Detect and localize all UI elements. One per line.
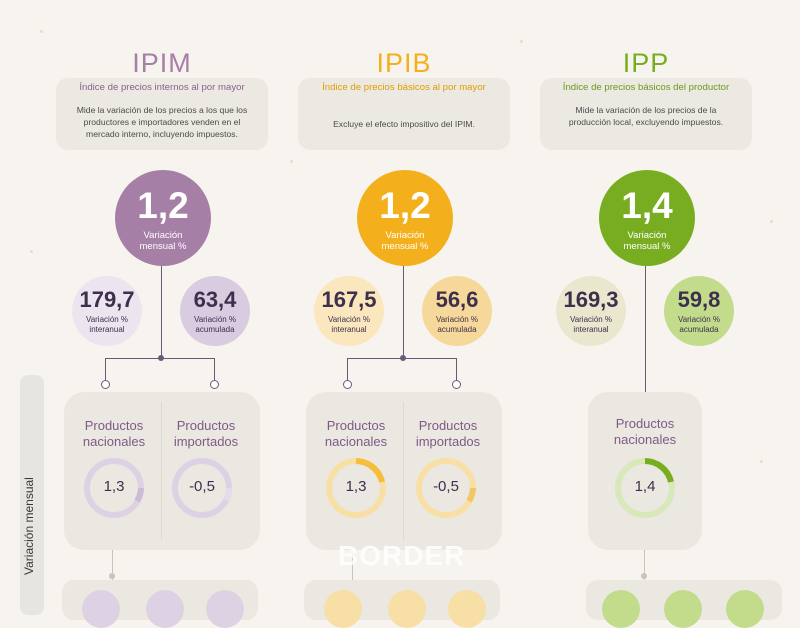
ipib-acumulada-label: Variación % acumulada [435,315,479,334]
background-speck [760,460,763,463]
ipib-interanual-value: 167,5 [321,287,377,312]
ipp-interanual-circle: 169,3 Variación % interanual [556,276,626,346]
ipp-description: Mide la variación de los precios de la p… [568,105,724,127]
ipp-bottom-circle [726,590,764,628]
ipim-connector-right [214,358,215,382]
ipp-interanual-label: Variación % interanual [569,315,613,334]
ipp-bottom-circle [664,590,702,628]
ipp-monthly-circle: 1,4 Variación mensual % [599,170,695,266]
ipib-panel-divider [403,402,404,540]
ipim-monthly-value: 1,2 [137,185,189,226]
ipib-monthly-value: 1,2 [379,185,431,226]
ipib-connector-horizontal [347,358,457,359]
side-label: Variación mensual [22,477,36,575]
ipim-importados-ring-svg [172,458,232,518]
ipim-title: IPIM [132,48,192,78]
side-band [20,375,44,615]
ipim-connector-horizontal [105,358,215,359]
watermark-logo: BORDER [338,540,466,571]
ipim-acumulada-value: 63,4 [193,287,237,312]
ipim-importados-ring: -0,5 [170,456,234,520]
ipim-nacionales-ring: 1,3 [82,456,146,520]
ipib-nacionales-value: 1,3 [345,478,367,495]
ipim-nacionales-ring-svg [84,458,144,518]
ipib-connector-right [456,358,457,382]
ipp-nacionales-label: Productos nacionales [613,416,677,447]
ipim-importados-value: -0,5 [189,478,215,495]
ipim-monthly-circle: 1,2 Variación mensual % [115,170,211,266]
ipim-definition-box: Índice de precios internos al por mayor … [56,78,268,150]
ipp-bottom-circle [602,590,640,628]
ipib-nacionales-label: Productos nacionales [324,418,388,449]
ipim-bottom-circle [82,590,120,628]
ipib-title: IPIB [376,48,432,78]
ipib-nacionales-ring: 1,3 [324,456,388,520]
ipib-monthly-circle: 1,2 Variación mensual % [357,170,453,266]
ipib-bottom-circle [388,590,426,628]
background-speck [520,40,523,43]
ipim-lower-connector [112,550,113,580]
ipp-acumulada-value: 59,8 [677,287,721,312]
ipib-subtitle: Índice de precios básicos al por mayor [322,82,486,93]
ipim-interanual-label: Variación % interanual [85,315,129,334]
ipim-subtitle: Índice de precios internos al por mayor [79,82,245,93]
ipim-importados-label: Productos importados [173,418,239,449]
ipp-acumulada-circle: 59,8 Variación % acumulada [664,276,734,346]
ipib-bottom-circle [448,590,486,628]
background-speck [30,250,33,253]
ipib-lower-connector [352,550,353,580]
ipib-definition-box: Índice de precios básicos al por mayor E… [298,78,510,150]
ipim-bottom-circle [146,590,184,628]
ipim-lower-node [109,573,115,579]
ipib-connector-vertical [403,266,404,358]
ipp-nacionales-value: 1,4 [634,478,656,495]
ipp-monthly-value: 1,4 [621,185,673,226]
ipp-definition-box: Índice de precios básicos del productor … [540,78,752,150]
ipp-monthly-label: Variación mensual % [623,230,671,252]
ipp-nacionales-ring: 1,4 [613,456,677,520]
ipib-monthly-label: Variación mensual % [381,230,429,252]
ipib-acumulada-value: 56,6 [435,287,479,312]
ipp-interanual-value: 169,3 [563,287,619,312]
ipp-nacionales-ring-svg [615,458,675,518]
ipib-interanual-circle: 167,5 Variación % interanual [314,276,384,346]
ipib-importados-label: Productos importados [415,418,481,449]
ipim-panel-divider [161,402,162,540]
ipib-bottom-circle [324,590,362,628]
ipp-products-panel [588,392,702,550]
ipib-interanual-label: Variación % interanual [327,315,371,334]
ipib-acumulada-circle: 56,6 Variación % acumulada [422,276,492,346]
background-speck [290,160,293,163]
ipp-lower-connector [644,550,645,580]
ipib-importados-value: -0,5 [433,478,459,495]
ipib-connector-dot [343,380,352,389]
background-speck [770,220,773,223]
ipim-connector-dot [210,380,219,389]
ipim-interanual-value: 179,7 [79,287,135,312]
ipim-nacionales-label: Productos nacionales [82,418,146,449]
ipib-importados-ring-svg [416,458,476,518]
background-speck [40,30,43,33]
ipib-connector-left [347,358,348,382]
ipp-acumulada-label: Variación % acumulada [677,315,721,334]
ipim-acumulada-circle: 63,4 Variación % acumulada [180,276,250,346]
ipib-nacionales-ring-svg [326,458,386,518]
ipim-connector-left [105,358,106,382]
ipib-connector-dot [452,380,461,389]
ipp-subtitle: Índice de precios básicos del productor [562,82,730,93]
ipp-title: IPP [622,48,670,78]
ipim-connector-dot [101,380,110,389]
ipp-connector-vertical [645,266,646,392]
ipib-description: Excluye el efecto impositivo del IPIM. [333,119,475,129]
ipim-nacionales-value: 1,3 [103,478,125,495]
ipib-importados-ring: -0,5 [414,456,478,520]
ipim-connector-vertical [161,266,162,358]
ipim-description: Mide la variación de los precios a los q… [76,105,248,139]
ipim-bottom-circle [206,590,244,628]
ipp-lower-node [641,573,647,579]
ipim-interanual-circle: 179,7 Variación % interanual [72,276,142,346]
ipim-monthly-label: Variación mensual % [139,230,187,252]
ipim-acumulada-label: Variación % acumulada [193,315,237,334]
